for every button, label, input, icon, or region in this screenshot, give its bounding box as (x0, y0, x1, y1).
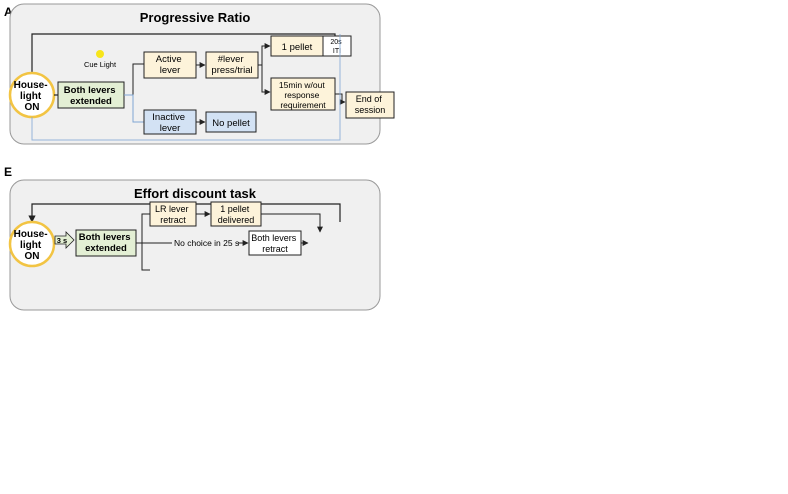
both-extended-box (75, 229, 137, 257)
one-pellet-delivered-box (210, 201, 262, 227)
no-pellet-label: No pellet (212, 118, 250, 129)
no-choice-label: No choice in 25 s (174, 238, 239, 248)
no-response-label: 15min w/out response requirement (279, 80, 327, 110)
cue-light-icon (96, 50, 104, 58)
diagram-a-title: Progressive Ratio (140, 10, 251, 25)
active-lever-label: Active lever (156, 54, 185, 76)
both-extended-label: Both levers extended (79, 232, 133, 254)
three-second-arrow (54, 231, 75, 249)
lever-press-label: #lever press/trial (211, 54, 252, 76)
both-retract-label: Both levers retract (251, 233, 299, 254)
lever-press-box (205, 51, 259, 79)
house-light-on-label-e: House- light ON (14, 229, 51, 262)
house-light-on-circle-e (8, 220, 56, 268)
no-pellet-box (205, 111, 257, 133)
one-pellet-delivered-label: 1 pellet delivered (218, 204, 255, 225)
both-levers-label: Both levers extended (64, 85, 118, 107)
lr-retract-label: LR lever retract (155, 204, 191, 225)
no-response-box (270, 77, 336, 111)
cue-light-label: Cue Light (84, 60, 117, 69)
active-lever-box (143, 51, 197, 79)
diagram-progressive-ratio: Progressive Ratio House- light ON Both l… (8, 3, 395, 145)
iti-label: 20s ITI (330, 39, 343, 55)
house-light-on-label: House- light ON (14, 80, 51, 113)
three-second-label: 3 s (57, 236, 67, 245)
one-pellet-label: 1 pellet (282, 42, 313, 53)
iti-box (322, 35, 352, 57)
both-retract-box (248, 230, 302, 256)
end-session-box (345, 91, 395, 119)
diagram-e-title: Effort discount task (134, 186, 257, 201)
diagram-effort-discount: Effort discount task House- light ON 3 s… (8, 179, 381, 311)
end-session-label: End of session (355, 94, 386, 115)
panel-label-e: E (4, 165, 12, 179)
panel-label-a: A (4, 5, 13, 19)
inactive-lever-label: Inactive lever (152, 112, 187, 134)
lr-retract-box (149, 201, 197, 227)
